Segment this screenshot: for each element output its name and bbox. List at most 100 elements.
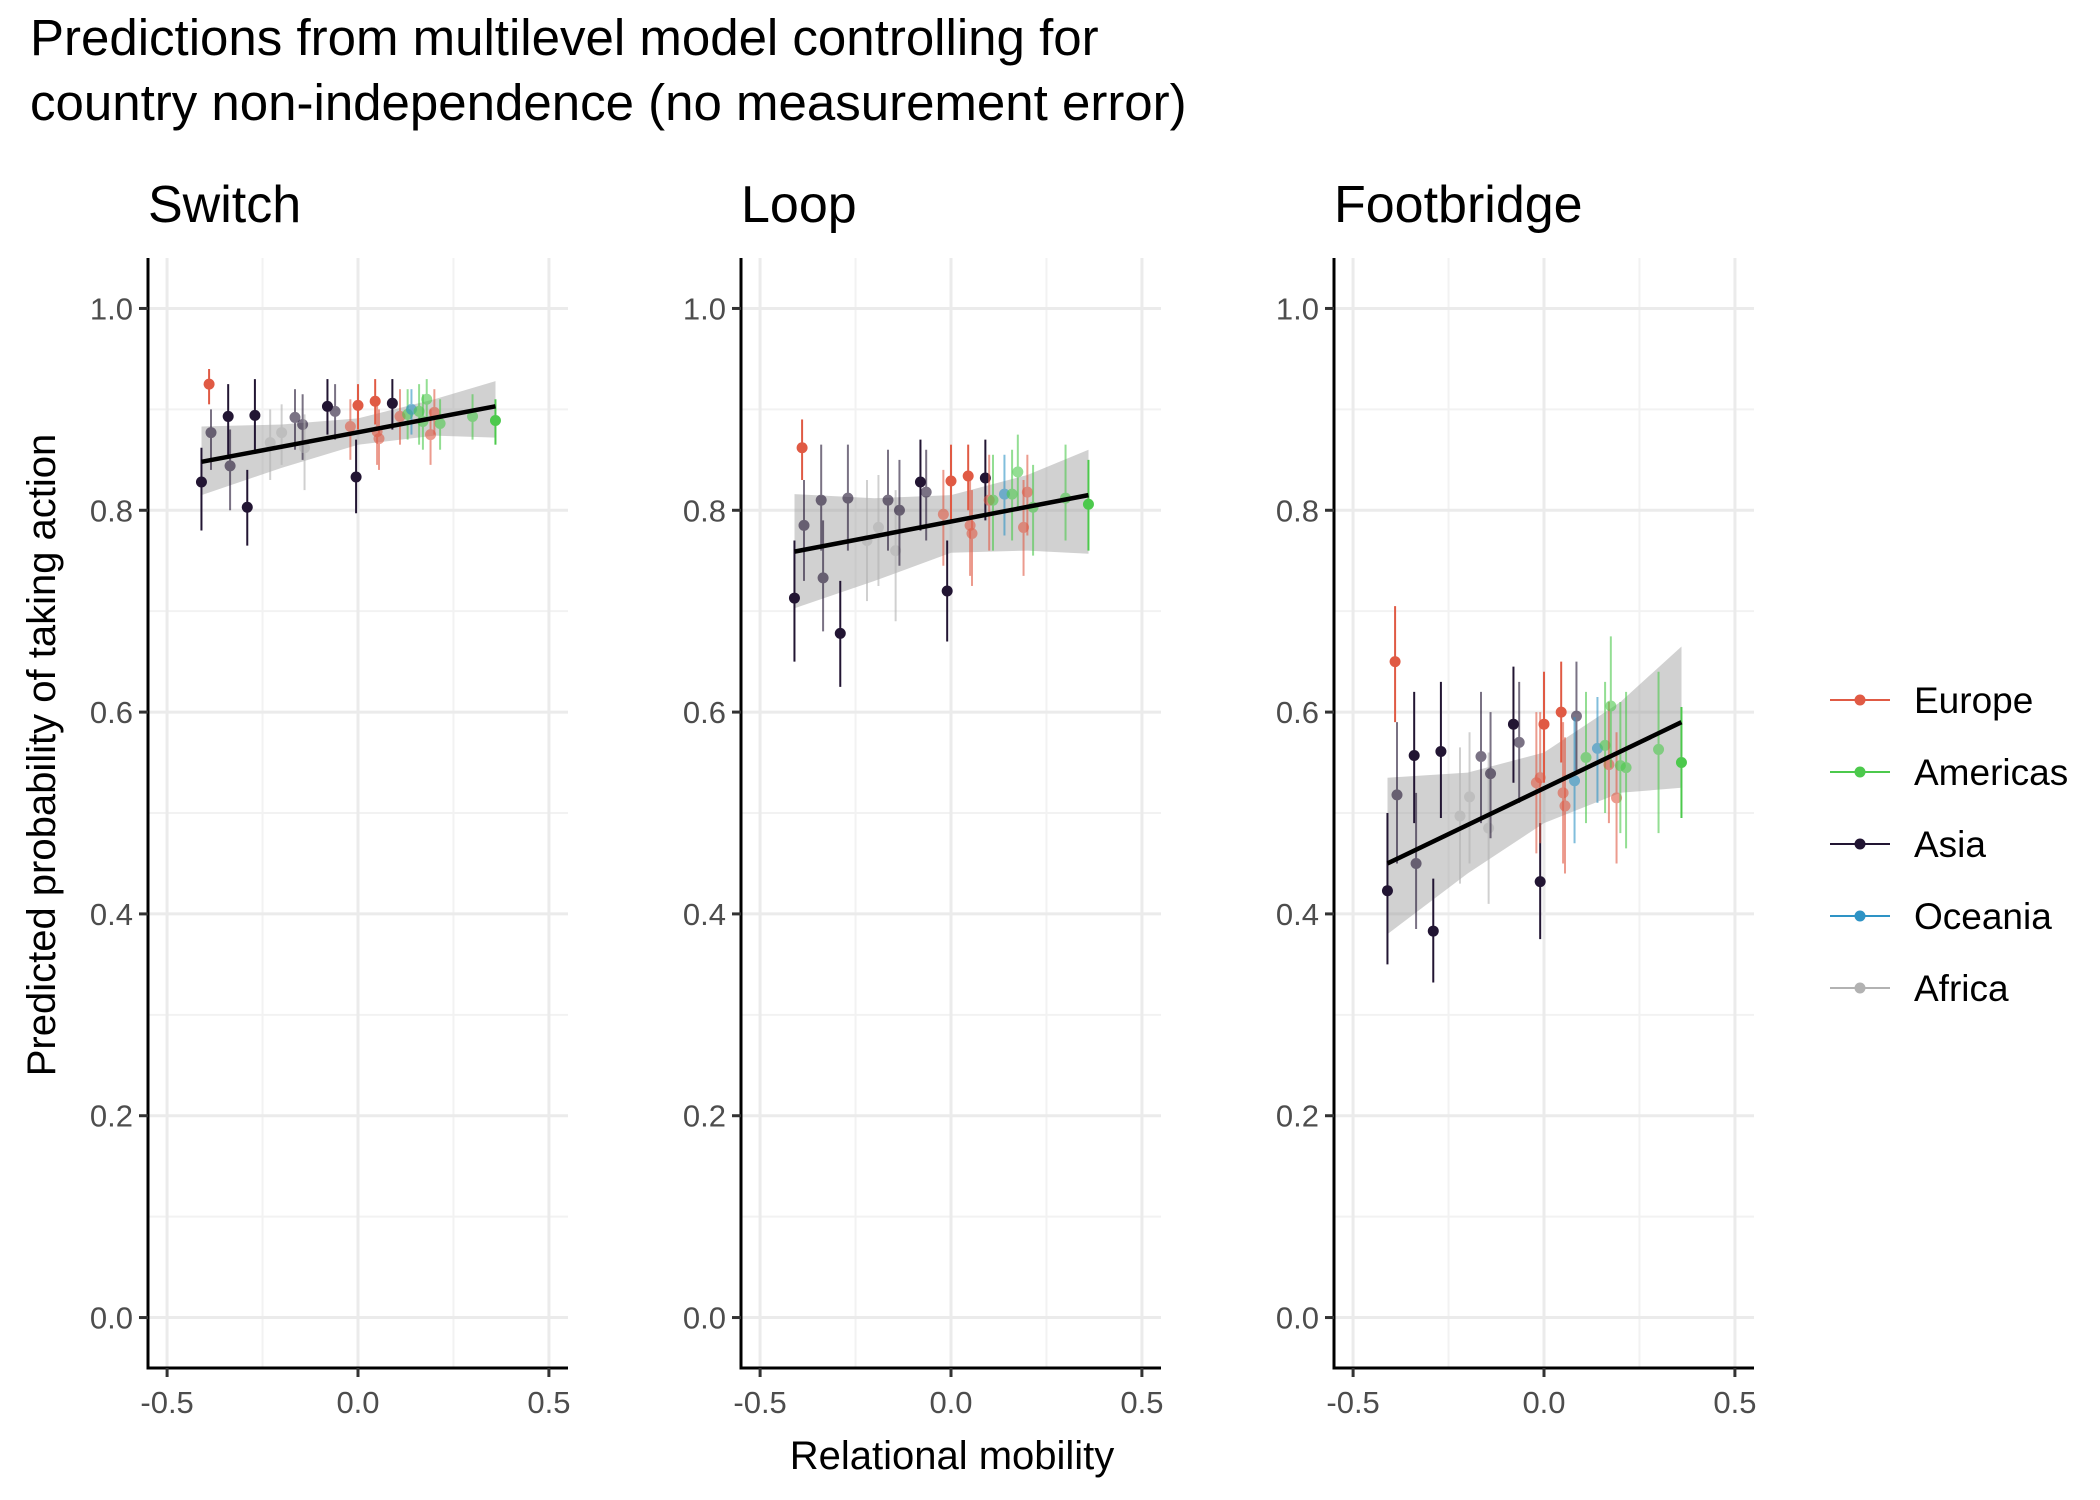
x-tick-label: 0.5 <box>1120 1385 1163 1420</box>
data-point-americas <box>1082 459 1094 551</box>
point-marker <box>350 471 362 483</box>
point-marker <box>489 414 501 426</box>
legend-item-africa: Africa <box>1830 968 2009 1009</box>
point-marker <box>798 519 810 531</box>
panel-footbridge: Footbridge 0.0 0.2 0.4 0.6 0.8 1.0 -0.5 0.0 0.5 <box>1276 176 1757 1420</box>
point-marker <box>945 475 957 487</box>
point-marker <box>1018 521 1030 533</box>
data-point-asia <box>224 429 236 511</box>
data-point-europe <box>352 384 364 430</box>
point-marker <box>941 585 953 597</box>
point-marker <box>1555 706 1567 718</box>
chart-title-line-1: Predictions from multilevel model contro… <box>30 9 1099 66</box>
data-point-europe <box>1538 671 1550 783</box>
data-point-oceania <box>1569 717 1581 844</box>
data-point-americas <box>467 394 479 440</box>
facet-title-switch: Switch <box>148 176 301 234</box>
panel-loop: Loop 0.0 0.2 0.4 0.6 0.8 1.0 -0.5 0.0 0.5 <box>683 176 1164 1420</box>
point-marker <box>788 592 800 604</box>
data-point-asia <box>1513 681 1525 803</box>
point-marker <box>1464 791 1476 803</box>
data-point-asia <box>1475 691 1487 824</box>
point-marker <box>842 492 854 504</box>
point-marker <box>1381 885 1393 897</box>
x-tick-label: 0.5 <box>527 1385 570 1420</box>
data-point-africa <box>872 474 884 586</box>
fit-line <box>201 404 496 465</box>
data-point-asia <box>249 379 261 450</box>
point-marker <box>222 410 234 422</box>
y-tick-label: 0.8 <box>1276 493 1319 528</box>
point-marker <box>249 409 261 421</box>
data-point-americas <box>1675 707 1687 819</box>
x-tick-label: -0.5 <box>1326 1385 1379 1420</box>
point-marker <box>329 405 341 417</box>
point-marker <box>224 460 236 472</box>
data-point-asia <box>222 384 234 455</box>
point-marker <box>373 433 385 445</box>
x-axis-title: Relational mobility <box>790 1434 1115 1478</box>
data-point-americas <box>1620 691 1632 849</box>
data-point-europe <box>203 369 215 405</box>
data-point-asia <box>1435 681 1447 819</box>
legend-key-point <box>1854 694 1866 706</box>
data-point-europe <box>369 379 381 425</box>
facet-title-loop: Loop <box>741 176 857 234</box>
data-point-europe <box>1389 606 1401 723</box>
point-marker <box>195 476 207 488</box>
legend-key-point <box>1854 838 1866 850</box>
y-tick-label: 1.0 <box>683 291 726 326</box>
data-point-africa <box>264 409 276 480</box>
confidence-band <box>794 449 1089 609</box>
point-marker <box>434 417 446 429</box>
y-tick-label: 0.8 <box>683 493 726 528</box>
legend-key-point <box>1854 982 1866 994</box>
legend-item-asia: Asia <box>1830 824 1986 865</box>
point-marker <box>421 393 433 405</box>
y-tick-label: 0.6 <box>1276 695 1319 730</box>
legend-key-point <box>1854 766 1866 778</box>
data-point-europe <box>1555 661 1567 763</box>
x-tick-label: 0.0 <box>336 1385 379 1420</box>
fit-line <box>1386 720 1683 866</box>
data-point-asia <box>1507 666 1519 783</box>
data-point-asia <box>842 444 854 551</box>
point-marker <box>890 545 902 557</box>
point-marker <box>937 508 949 520</box>
legend-item-europe: Europe <box>1830 680 2033 721</box>
point-marker <box>1513 736 1525 748</box>
point-marker <box>1410 857 1422 869</box>
point-marker <box>1580 752 1592 763</box>
point-marker <box>425 429 437 441</box>
y-tick-label: 0.0 <box>683 1301 726 1336</box>
y-tick-label: 1.0 <box>90 291 133 326</box>
data-point-asia <box>815 444 827 551</box>
y-tick-label: 0.8 <box>90 493 133 528</box>
point-marker <box>882 494 894 506</box>
point-marker <box>1675 757 1687 769</box>
data-point-europe <box>1021 454 1033 536</box>
data-point-americas <box>434 399 446 450</box>
point-marker <box>1611 792 1623 804</box>
panel-switch: Switch 0.0 0.2 0.4 0.6 0.8 1.0 -0.5 0.0 0.5 <box>90 176 571 1420</box>
x-tick-label: 0.5 <box>1713 1385 1756 1420</box>
data-point-europe <box>945 444 957 521</box>
legend-item-americas: Americas <box>1830 752 2068 793</box>
data-point-asia <box>1427 878 1439 983</box>
data-point-africa <box>1454 747 1466 884</box>
data-point-asia <box>798 480 810 581</box>
point-marker <box>297 419 309 430</box>
point-marker <box>241 501 253 513</box>
y-tick-label: 0.0 <box>90 1301 133 1336</box>
point-marker <box>1475 750 1487 762</box>
point-marker <box>1021 486 1033 498</box>
point-marker <box>1454 810 1466 822</box>
data-point-africa <box>276 404 288 465</box>
point-marker <box>264 437 276 449</box>
point-marker <box>289 411 301 423</box>
point-marker <box>352 399 364 411</box>
data-point-asia <box>1410 792 1422 930</box>
point-marker <box>203 378 215 390</box>
data-point-americas <box>1580 691 1592 824</box>
